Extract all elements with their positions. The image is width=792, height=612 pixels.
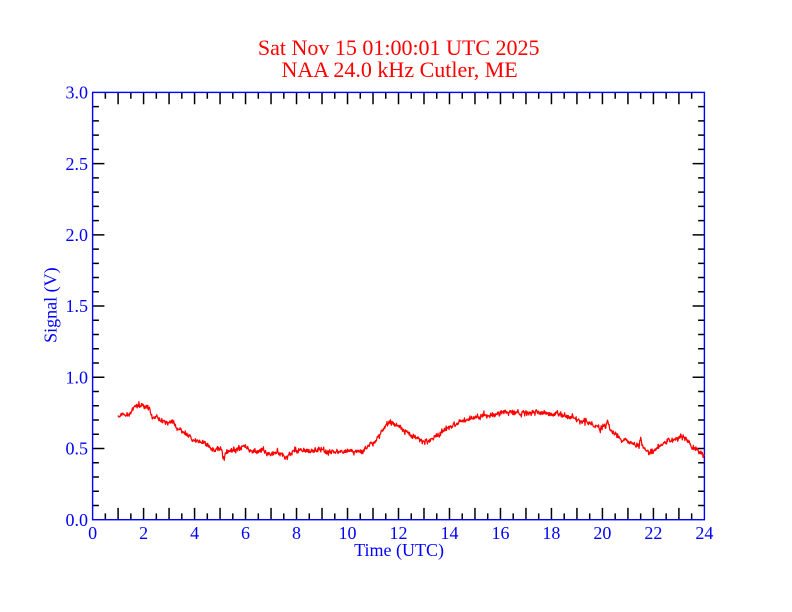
svg-text:10: 10 <box>339 523 357 543</box>
svg-text:20: 20 <box>593 523 611 543</box>
svg-text:0.5: 0.5 <box>66 439 89 459</box>
svg-text:8: 8 <box>292 523 301 543</box>
svg-text:Sat Nov 15 01:00:01 UTC 2025: Sat Nov 15 01:00:01 UTC 2025 <box>258 35 540 60</box>
svg-text:1.5: 1.5 <box>66 296 89 316</box>
svg-text:0.0: 0.0 <box>66 510 89 530</box>
svg-text:NAA 24.0 kHz Cutler, ME: NAA 24.0 kHz Cutler, ME <box>281 57 517 82</box>
svg-text:14: 14 <box>441 523 459 543</box>
svg-text:2.0: 2.0 <box>66 225 89 245</box>
svg-text:6: 6 <box>241 523 250 543</box>
svg-text:Signal (V): Signal (V) <box>41 267 62 343</box>
svg-text:Time (UTC): Time (UTC) <box>354 540 444 561</box>
svg-text:2.5: 2.5 <box>66 154 89 174</box>
svg-text:12: 12 <box>390 523 408 543</box>
svg-text:1.0: 1.0 <box>66 368 89 388</box>
svg-text:24: 24 <box>695 523 713 543</box>
svg-text:16: 16 <box>492 523 510 543</box>
svg-text:22: 22 <box>644 523 662 543</box>
svg-text:3.0: 3.0 <box>66 83 89 103</box>
svg-text:4: 4 <box>190 523 199 543</box>
svg-text:2: 2 <box>139 523 148 543</box>
svg-text:18: 18 <box>542 523 560 543</box>
svg-text:0: 0 <box>88 523 97 543</box>
